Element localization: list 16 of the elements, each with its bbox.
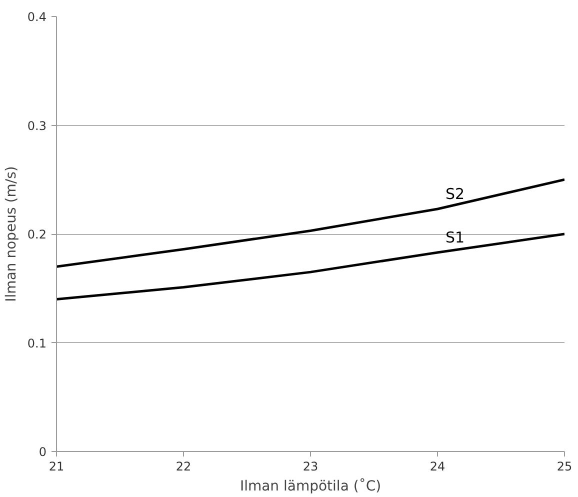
series-label: S1 <box>446 228 465 246</box>
x-tick-label: 22 <box>176 460 192 474</box>
y-tick-label: 0.3 <box>27 118 47 133</box>
series-label: S2 <box>446 184 465 203</box>
y-tick-label: 0.4 <box>27 10 47 24</box>
x-axis-title: Ilman lämpötila (˚C) <box>240 478 382 494</box>
x-tick-label: 25 <box>556 460 572 474</box>
x-tick-label: 21 <box>48 460 64 474</box>
x-tick-label: 23 <box>302 460 318 474</box>
y-tick-label: 0 <box>38 445 47 459</box>
x-tick-label: 24 <box>430 460 446 474</box>
line-series <box>56 232 564 300</box>
y-axis-title: Ilman nopeus (m/s) <box>3 166 20 302</box>
y-tick-label: 0.2 <box>27 228 47 242</box>
line-series <box>56 178 564 268</box>
y-tick-label: 0.1 <box>27 336 47 350</box>
